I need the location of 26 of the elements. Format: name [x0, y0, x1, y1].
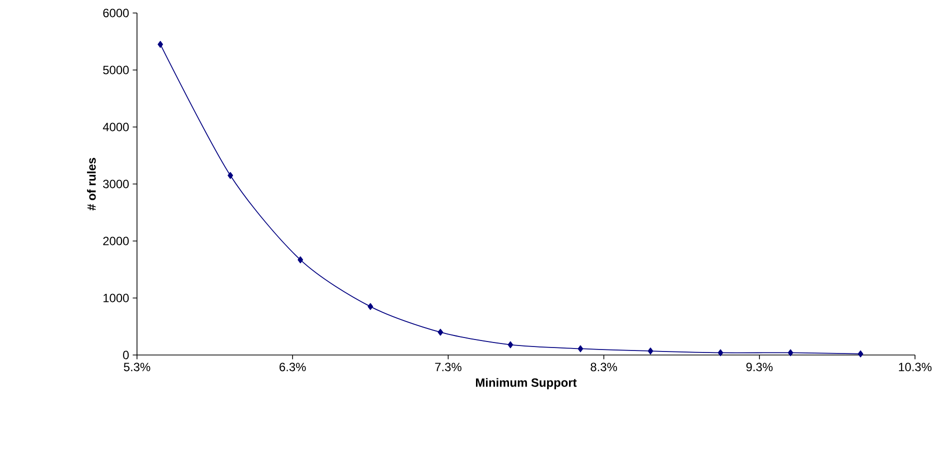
x-tick-label: 8.3%	[590, 362, 617, 372]
y-tick-label: 6000	[103, 8, 129, 18]
point	[228, 172, 234, 179]
point	[718, 349, 724, 356]
x-axis-title: Minimum Support	[476, 378, 577, 390]
y-tick-label: 4000	[102, 122, 129, 132]
point	[578, 345, 584, 352]
y-tick-label: 2000	[103, 236, 129, 246]
point	[368, 303, 374, 310]
point	[788, 349, 794, 356]
y-tick-label: 3000	[103, 180, 129, 188]
x-tick-label: 9.3%	[746, 362, 773, 372]
y-tick-label: 1000	[104, 294, 129, 302]
y-tick-label: 5000	[103, 66, 129, 74]
point	[298, 256, 304, 264]
x-tick-label: 5.3%	[124, 362, 150, 372]
point	[158, 40, 164, 48]
point	[438, 328, 444, 336]
point	[858, 350, 864, 358]
y-tick-label: 0	[123, 350, 129, 360]
point	[648, 348, 654, 354]
x-tick-label: 6.3%	[280, 362, 306, 372]
y-axis-title: # of rules	[87, 158, 96, 210]
x-tick-label: 10.3%	[898, 362, 932, 372]
x-tick-label: 7.3%	[435, 362, 462, 372]
point	[508, 341, 514, 348]
